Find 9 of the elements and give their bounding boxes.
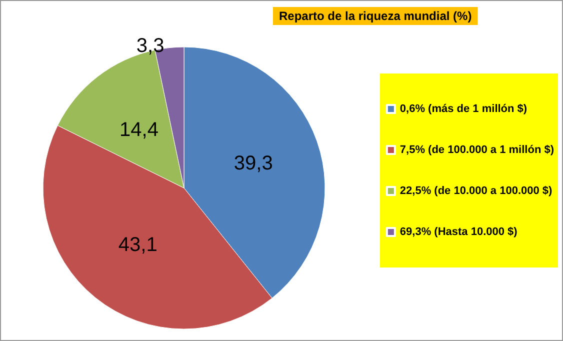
legend-label: 0,6% (más de 1 millón $) (400, 103, 528, 115)
legend-label: 69,3% (Hasta 10.000 $) (400, 226, 518, 238)
legend-label: 7,5% (de 100.000 a 1 millón $) (400, 144, 554, 156)
chart-title: Reparto de la riqueza mundial (%) (279, 9, 472, 23)
data-label: 14,4 (120, 118, 158, 141)
data-label: 39,3 (234, 152, 273, 175)
data-label: 43,1 (118, 234, 158, 256)
data-label: 3,3 (136, 34, 164, 57)
legend-label: 22,5% (de 10.000 a 100.000 $) (400, 185, 553, 197)
